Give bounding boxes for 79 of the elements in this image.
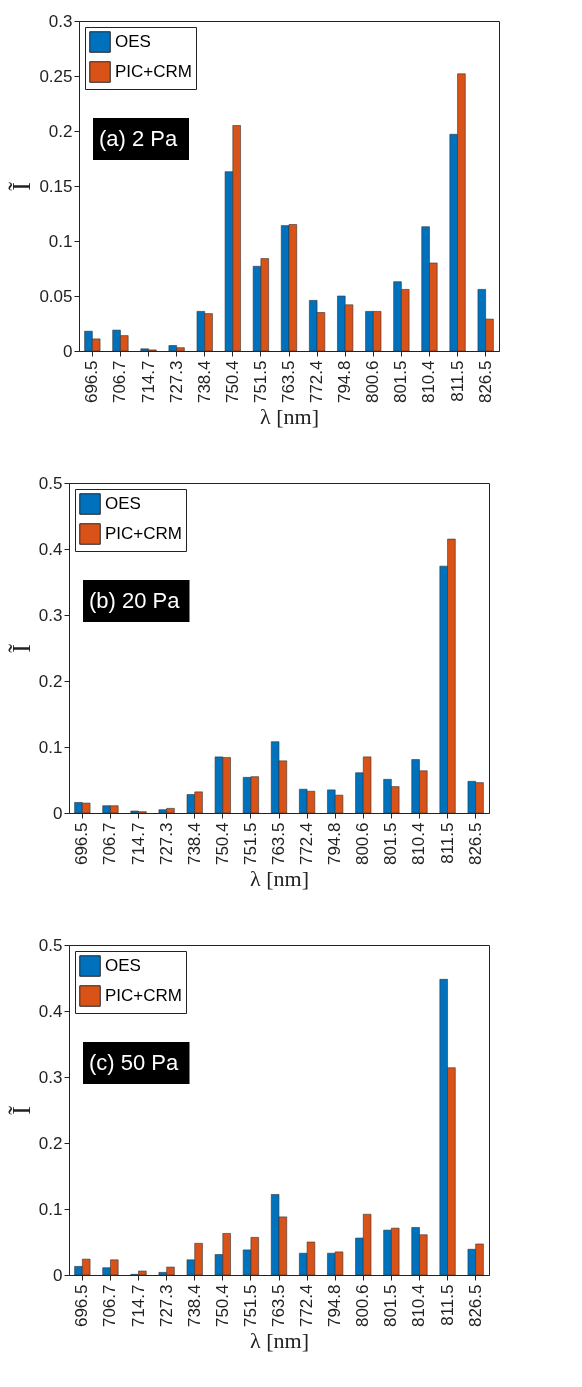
y-tick-label: 0 [63,341,73,361]
legend-label: OES [105,956,141,975]
y-tick-label: 0.3 [48,11,73,31]
y-tick-label: 0.05 [39,286,73,306]
x-axis-title: λ [nm] [250,1328,309,1354]
y-tick-label: 0.1 [38,737,63,757]
x-tick-label: 750.4 [222,360,242,404]
x-tick-label: 751.5 [240,1284,260,1328]
x-tick-label: 763.5 [279,360,298,404]
x-tick-label: 800.6 [363,360,383,404]
x-tick-label: 811.5 [447,360,467,402]
y-tick-label: 0.2 [38,671,63,691]
y-tick-label: 0.1 [48,231,73,251]
x-axis-title: λ [nm] [250,866,309,892]
x-tick-label: 810.4 [409,1284,429,1328]
legend-label: PIC+CRM [105,986,182,1005]
x-tick-label: 751.5 [250,360,270,404]
legend-label: PIC+CRM [105,524,182,543]
x-tick-label: 706.7 [100,822,120,866]
x-tick-label: 811.5 [437,822,457,864]
y-tick-label: 0.4 [38,539,63,559]
x-tick-label: 826.5 [465,1284,485,1328]
y-tick-label: 0.25 [39,66,73,86]
y-tick-label: 0.15 [39,176,73,196]
x-tick-label: 763.5 [269,822,288,866]
y-axis-title: Ĩ [7,181,37,191]
x-tick-label: 811.5 [437,1284,457,1326]
x-tick-label: 738.4 [184,822,204,866]
y-tick-label: 0 [53,1265,63,1285]
x-tick-label: 696.5 [82,360,102,404]
x-tick-label: 763.5 [269,1284,288,1328]
y-tick-label: 0.2 [48,121,73,141]
y-tick-label: 0.3 [38,1067,63,1087]
x-tick-label: 800.6 [353,1284,373,1328]
x-tick-label: 706.7 [100,1284,120,1328]
x-tick-label: 794.8 [335,360,355,404]
y-axis-title: Ĩ [6,643,36,653]
x-tick-label: 714.7 [128,1284,148,1328]
x-tick-label: 714.7 [138,360,158,404]
y-axis-title: Ĩ [6,1105,36,1115]
x-tick-label: 800.6 [353,822,373,866]
x-tick-label: 727.3 [156,1284,176,1328]
x-tick-label: 727.3 [156,822,176,866]
x-tick-label: 696.5 [72,822,92,866]
y-tick-label: 0.5 [38,935,63,955]
y-tick-label: 0.1 [38,1199,63,1219]
x-tick-label: 810.4 [419,360,439,404]
x-tick-label: 794.8 [325,822,345,866]
x-tick-label: 772.4 [297,1284,317,1328]
y-tick-label: 0.5 [38,473,63,493]
y-tick-label: 0.2 [38,1133,63,1153]
x-tick-label: 772.4 [307,360,327,404]
x-axis-title: λ [nm] [260,404,319,430]
x-tick-label: 772.4 [297,822,317,866]
x-tick-label: 801.5 [391,360,411,404]
x-tick-label: 706.7 [110,360,130,404]
x-tick-label: 750.4 [212,1284,232,1328]
x-tick-label: 751.5 [240,822,260,866]
legend-label: PIC+CRM [115,62,192,81]
annotation: (c) 50 Pa [89,1050,180,1075]
x-tick-label: 727.3 [166,360,186,404]
x-tick-label: 826.5 [475,360,495,404]
y-tick-label: 0.3 [38,605,63,625]
x-tick-label: 794.8 [325,1284,345,1328]
x-tick-label: 738.4 [194,360,214,404]
x-tick-label: 738.4 [184,1284,204,1328]
y-tick-label: 0.4 [38,1001,63,1021]
x-tick-label: 696.5 [72,1284,92,1328]
x-tick-label: 801.5 [381,822,401,866]
legend-label: OES [115,32,151,51]
x-tick-label: 714.7 [128,822,148,866]
annotation: (b) 20 Pa [89,588,181,613]
x-tick-label: 810.4 [409,822,429,866]
x-tick-label: 750.4 [212,822,232,866]
annotation: (a) 2 Pa [99,126,179,151]
x-tick-label: 826.5 [465,822,485,866]
y-tick-label: 0 [53,803,63,823]
x-tick-label: 801.5 [381,1284,401,1328]
legend-label: OES [105,494,141,513]
